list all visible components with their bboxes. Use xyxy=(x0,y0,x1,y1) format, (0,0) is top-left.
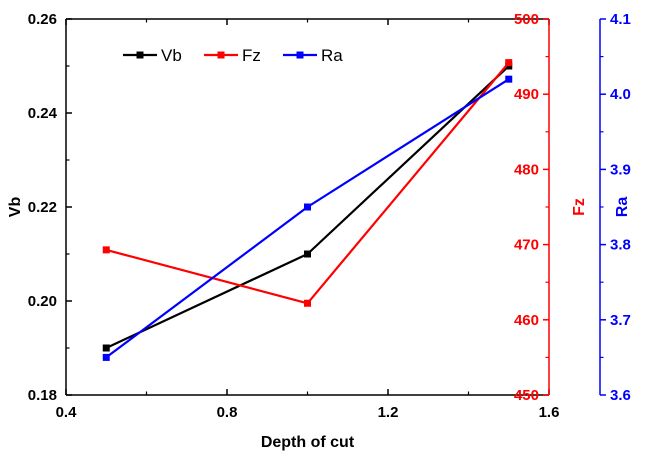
legend-label-fz: Fz xyxy=(242,46,261,65)
series-line-fz xyxy=(105,61,510,305)
fz-axis-title: Fz xyxy=(571,198,588,216)
right-axis-ra: 3.6 3.7 3.8 3.9 4.0 4.1 Ra xyxy=(599,11,631,404)
series-layer xyxy=(102,59,513,361)
legend-marker-ra xyxy=(296,51,304,59)
ra-tick-label: 3.8 xyxy=(610,237,631,254)
legend-marker-vb xyxy=(136,51,144,59)
ra-tick-label: 3.9 xyxy=(610,161,631,178)
left-tick-label: 0.26 xyxy=(28,11,57,28)
x-axis: 0.4 0.8 1.2 1.6 Depth of cut xyxy=(56,19,560,451)
x-tick-label: 1.6 xyxy=(539,404,560,421)
fz-tick-label: 490 xyxy=(514,86,539,103)
left-axis-vb: 0.18 0.20 0.22 0.24 0.26 Vb xyxy=(7,11,72,404)
ra-tick-label: 4.0 xyxy=(610,86,631,103)
legend-label-ra: Ra xyxy=(321,46,343,65)
ra-tick-label: 3.7 xyxy=(610,312,631,329)
data-point-ra xyxy=(304,203,311,211)
data-point-fz xyxy=(505,59,513,67)
x-tick-label: 0.4 xyxy=(56,404,78,421)
legend-label-vb: Vb xyxy=(161,46,182,65)
left-tick-label: 0.20 xyxy=(28,293,57,310)
data-point-fz xyxy=(304,299,311,307)
left-tick-label: 0.24 xyxy=(28,105,58,122)
data-point-vb xyxy=(304,250,311,258)
data-point-ra xyxy=(505,75,513,83)
data-point-ra xyxy=(102,353,110,361)
fz-tick-label: 450 xyxy=(514,387,539,404)
left-tick-label: 0.22 xyxy=(28,199,57,216)
left-axis-title: Vb xyxy=(7,197,24,218)
legend: Vb Fz Ra xyxy=(123,46,343,65)
fz-tick-label: 480 xyxy=(514,161,539,178)
legend-marker-fz xyxy=(217,51,225,59)
x-tick-label: 1.2 xyxy=(378,404,399,421)
ra-axis-title: Ra xyxy=(614,197,631,218)
ra-tick-label: 3.6 xyxy=(610,387,631,404)
left-tick-label: 0.18 xyxy=(28,387,57,404)
right-axis-fz: 450 460 470 480 490 500 Fz xyxy=(514,11,588,404)
ra-tick-label: 4.1 xyxy=(610,11,631,28)
x-axis-title: Depth of cut xyxy=(261,434,355,451)
data-point-vb xyxy=(102,344,110,352)
fz-tick-label: 460 xyxy=(514,312,539,329)
x-tick-label: 0.8 xyxy=(217,404,238,421)
fz-tick-label: 470 xyxy=(514,237,539,254)
data-point-fz xyxy=(102,246,110,254)
fz-tick-label: 500 xyxy=(514,11,539,28)
